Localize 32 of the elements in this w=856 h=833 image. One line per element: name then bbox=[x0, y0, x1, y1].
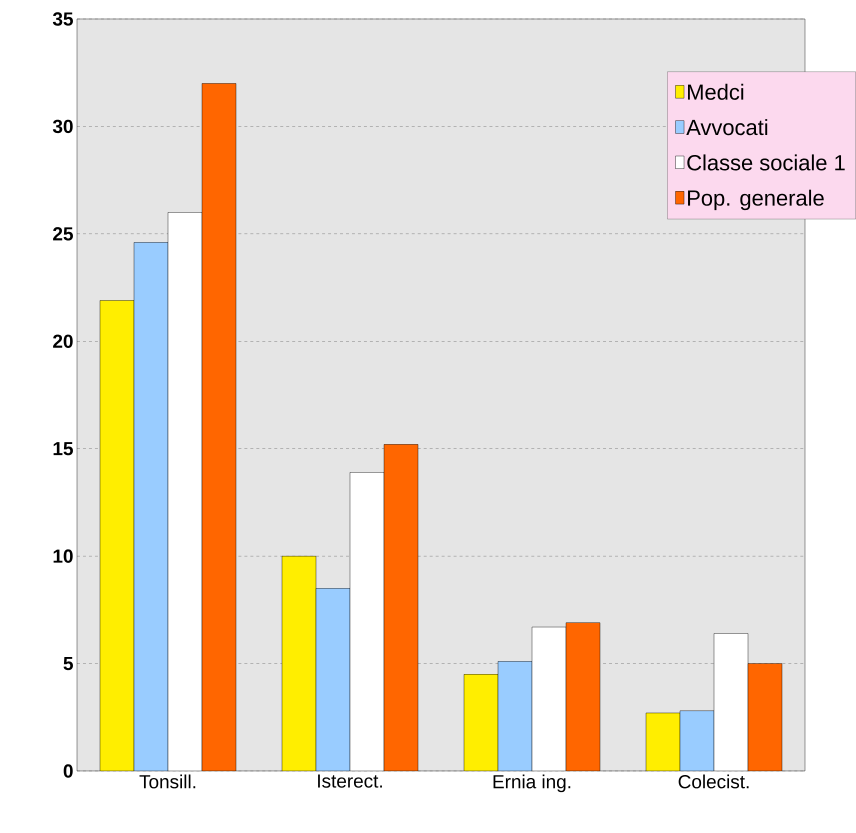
legend-label: Avvocati bbox=[686, 119, 768, 136]
bar bbox=[316, 588, 350, 771]
bar bbox=[350, 472, 384, 771]
bar bbox=[202, 83, 236, 771]
x-tick-label: Colecist. bbox=[678, 774, 749, 788]
y-tick-label: 20 bbox=[53, 334, 73, 348]
bar bbox=[714, 633, 748, 771]
y-tick-label: 10 bbox=[54, 549, 73, 563]
bar bbox=[100, 300, 134, 771]
legend-label: Medci bbox=[688, 84, 744, 100]
bar bbox=[680, 710, 714, 771]
bar bbox=[464, 674, 498, 771]
x-tick-label: Isterect. bbox=[318, 774, 382, 788]
bar bbox=[384, 444, 418, 771]
y-tick-label: 15 bbox=[54, 442, 73, 456]
y-tick-label: 5 bbox=[64, 656, 73, 670]
x-tick-label: Tonsill. bbox=[140, 774, 196, 788]
x-tick-label: Ernia ing. bbox=[494, 774, 570, 792]
bar bbox=[134, 242, 168, 771]
y-tick-label: 30 bbox=[52, 120, 73, 134]
y-tick-label: 0 bbox=[64, 764, 73, 778]
y-tick-label: 25 bbox=[53, 227, 73, 241]
bar bbox=[532, 627, 566, 771]
bar bbox=[566, 622, 600, 771]
bar bbox=[646, 712, 680, 771]
bar bbox=[748, 663, 782, 771]
bar bbox=[168, 212, 202, 771]
y-tick-label: 35 bbox=[52, 12, 73, 26]
legend-label: Pop. generale bbox=[688, 190, 824, 210]
bar bbox=[498, 661, 532, 771]
legend-label: Classe sociale 1 bbox=[687, 154, 845, 171]
bar bbox=[282, 556, 316, 771]
